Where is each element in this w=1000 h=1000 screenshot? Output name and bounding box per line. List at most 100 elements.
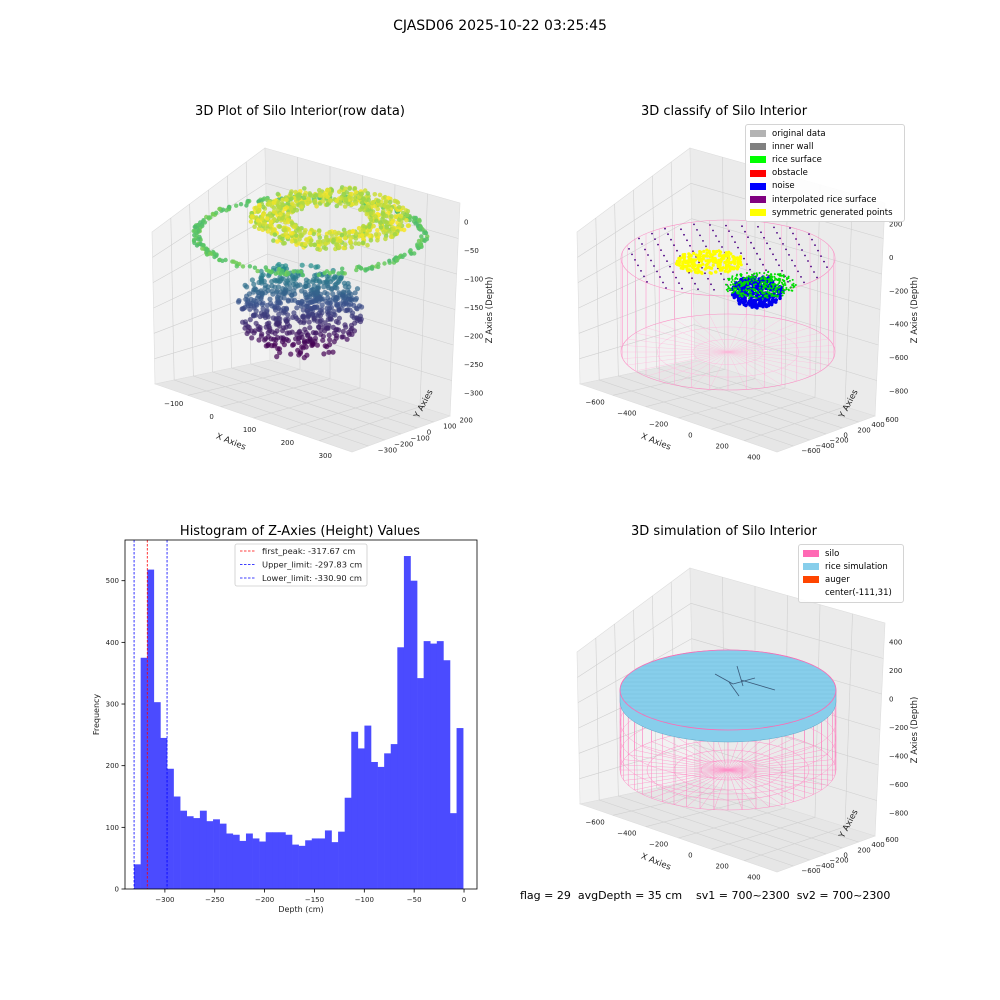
- data-point: [194, 243, 200, 248]
- noise-point: [753, 284, 758, 289]
- silo-floor-spoke: [727, 351, 834, 359]
- interpolated-point: [669, 265, 671, 268]
- data-point: [310, 342, 316, 348]
- interpolated-point: [787, 280, 789, 283]
- rice-surface-point: [776, 273, 779, 276]
- rice-surface-point: [755, 275, 758, 277]
- data-point: [347, 307, 353, 313]
- data-point: [252, 265, 258, 270]
- rice-surface-point: [766, 283, 769, 286]
- interpolated-point: [666, 260, 668, 262]
- data-point: [378, 220, 383, 226]
- interpolated-point: [696, 229, 698, 231]
- symmetric-point: [736, 262, 740, 266]
- symmetric-point: [720, 254, 724, 258]
- data-point: [401, 227, 407, 233]
- interpolated-point: [693, 223, 695, 226]
- rice-surface-point: [744, 293, 747, 296]
- data-point: [336, 315, 342, 321]
- data-point: [243, 296, 249, 302]
- interpolated-point: [686, 239, 688, 242]
- x-tick-label: 100: [243, 426, 256, 434]
- data-point: [295, 347, 301, 353]
- y-tick-label: 200: [106, 762, 119, 770]
- data-point: [291, 341, 297, 347]
- data-point: [292, 314, 299, 320]
- data-point: [234, 203, 239, 208]
- data-point: [284, 278, 290, 284]
- rice-surface-point: [753, 296, 756, 298]
- z-tick-label: 400: [889, 638, 902, 646]
- data-point: [256, 337, 262, 343]
- rice-surface-point: [750, 291, 753, 294]
- rice-surface-point: [770, 273, 773, 276]
- data-point: [349, 245, 355, 250]
- data-point: [227, 204, 232, 210]
- interpolated-point: [794, 265, 796, 267]
- interpolated-point: [808, 233, 810, 235]
- rice-surface-point: [732, 286, 735, 289]
- symmetric-point: [707, 265, 711, 269]
- legend-swatch: [750, 156, 766, 164]
- data-point: [274, 288, 280, 294]
- legend-entry: interpolated rice surface: [750, 193, 900, 206]
- data-point: [327, 305, 333, 311]
- y-tick-label: 0: [427, 428, 431, 436]
- data-point: [193, 224, 198, 230]
- data-point: [360, 204, 365, 210]
- legend-entry: symmetric generated points: [750, 206, 900, 219]
- symmetric-point: [703, 267, 707, 271]
- silo-floor-spoke: [691, 316, 729, 353]
- rice-surface-point: [732, 289, 735, 292]
- interpolated-point: [707, 277, 709, 280]
- rice-surface-point: [748, 285, 750, 288]
- rice-surface-point: [770, 279, 773, 282]
- histogram-bar: [272, 832, 280, 889]
- data-point: [280, 310, 286, 316]
- symmetric-point: [688, 264, 692, 268]
- silo-floor-ring: [692, 339, 764, 365]
- interpolated-point: [750, 241, 752, 244]
- data-point: [269, 279, 275, 285]
- data-point: [248, 219, 254, 224]
- silo-floor-spoke: [727, 327, 811, 353]
- data-point: [268, 222, 273, 228]
- data-point: [365, 242, 370, 248]
- rice-surface-point: [778, 282, 781, 284]
- rice-surface-point: [774, 290, 777, 293]
- interpolated-point: [657, 243, 659, 246]
- data-point: [334, 198, 340, 204]
- data-point: [288, 231, 294, 236]
- data-point: [297, 237, 302, 242]
- data-point: [359, 304, 365, 310]
- data-point: [315, 246, 320, 252]
- rice-surface-point: [735, 287, 738, 290]
- data-point: [285, 212, 291, 217]
- data-point: [387, 258, 392, 263]
- y-tick-label: −600: [801, 867, 820, 875]
- data-point: [325, 194, 330, 199]
- data-point: [377, 192, 383, 198]
- rice-surface-point: [777, 291, 780, 294]
- data-point: [280, 216, 285, 221]
- plot-frame: [124, 539, 478, 890]
- rice-surface-point: [765, 274, 768, 276]
- histogram-bar: [318, 838, 326, 889]
- data-point: [304, 237, 309, 242]
- y-tick-label: 500: [106, 577, 119, 585]
- interpolated-point: [644, 248, 646, 251]
- data-point: [274, 304, 280, 310]
- data-point: [235, 299, 242, 305]
- rice-surface-point: [739, 289, 742, 292]
- data-point: [340, 294, 346, 300]
- symmetric-point: [736, 264, 740, 268]
- data-point: [417, 217, 422, 223]
- rice-surface-point: [740, 283, 743, 286]
- histogram-bar: [357, 748, 365, 889]
- legend-frame: [234, 543, 368, 587]
- data-point: [276, 199, 281, 205]
- noise-point: [774, 298, 778, 302]
- rice-surface-point: [762, 284, 764, 287]
- data-point: [331, 270, 336, 275]
- rice-surface-point: [739, 293, 742, 295]
